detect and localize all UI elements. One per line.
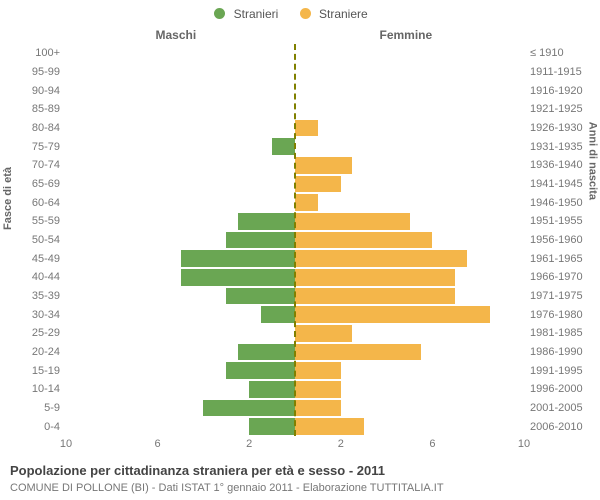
bar-female	[295, 232, 432, 249]
x-tick: 6	[429, 438, 435, 450]
y-axis-title-right: Anni di nascita	[586, 122, 598, 200]
birth-year-label: 1921-1925	[530, 103, 583, 115]
age-label: 100+	[35, 47, 60, 59]
age-label: 35-39	[32, 290, 60, 302]
bar-female	[295, 250, 467, 267]
bar-male	[203, 400, 295, 417]
bar-male	[261, 306, 295, 323]
bar-male	[272, 138, 295, 155]
age-label: 70-74	[32, 159, 60, 171]
age-label: 90-94	[32, 85, 60, 97]
age-label: 75-79	[32, 141, 60, 153]
birth-year-label: ≤ 1910	[530, 47, 564, 59]
bar-male	[181, 269, 296, 286]
age-label: 60-64	[32, 197, 60, 209]
legend-label-stranieri: Stranieri	[234, 7, 279, 21]
bar-female	[295, 381, 341, 398]
bar-female	[295, 288, 455, 305]
bar-female	[295, 269, 455, 286]
birth-year-label: 1911-1915	[530, 66, 582, 78]
bar-female	[295, 325, 352, 342]
legend-label-straniere: Straniere	[319, 7, 368, 21]
age-label: 0-4	[44, 421, 60, 433]
birth-year-label: 1971-1975	[530, 290, 583, 302]
birth-year-label: 1991-1995	[530, 365, 583, 377]
legend-swatch-straniere	[300, 8, 311, 19]
bar-female	[295, 362, 341, 379]
age-label: 15-19	[32, 365, 60, 377]
x-tick: 10	[60, 438, 72, 450]
birth-year-label: 1941-1945	[530, 178, 583, 190]
age-label: 10-14	[32, 383, 60, 395]
birth-year-label: 1926-1930	[530, 122, 583, 134]
bar-female	[295, 418, 364, 435]
chart-container: Stranieri Straniere Maschi Femmine Fasce…	[0, 0, 600, 500]
birth-year-label: 2006-2010	[530, 421, 583, 433]
birth-year-label: 1951-1955	[530, 215, 583, 227]
birth-year-label: 1976-1980	[530, 309, 583, 321]
x-tick: 10	[518, 438, 530, 450]
x-tick: 2	[246, 438, 252, 450]
age-label: 45-49	[32, 253, 60, 265]
column-title-femmine: Femmine	[380, 28, 433, 42]
bar-female	[295, 213, 410, 230]
age-label: 50-54	[32, 234, 60, 246]
caption-subtitle: COMUNE DI POLLONE (BI) - Dati ISTAT 1° g…	[10, 482, 444, 494]
bar-male	[238, 344, 295, 361]
birth-year-label: 2001-2005	[530, 402, 583, 414]
age-label: 40-44	[32, 271, 60, 283]
bar-male	[226, 232, 295, 249]
birth-year-label: 1936-1940	[530, 159, 583, 171]
birth-year-label: 1916-1920	[530, 85, 583, 97]
bar-female	[295, 120, 318, 137]
age-label: 25-29	[32, 327, 60, 339]
birth-year-label: 1996-2000	[530, 383, 583, 395]
bar-female	[295, 157, 352, 174]
age-label: 5-9	[44, 402, 60, 414]
age-label: 20-24	[32, 346, 60, 358]
bar-male	[181, 250, 296, 267]
y-axis-title-left: Fasce di età	[2, 167, 14, 230]
birth-year-label: 1931-1935	[530, 141, 583, 153]
age-label: 65-69	[32, 178, 60, 190]
bar-male	[249, 418, 295, 435]
bar-female	[295, 400, 341, 417]
x-tick: 2	[338, 438, 344, 450]
x-axis: 10622610	[66, 438, 524, 456]
birth-year-label: 1961-1965	[530, 253, 583, 265]
bar-female	[295, 194, 318, 211]
bar-male	[238, 213, 295, 230]
bar-female	[295, 306, 490, 323]
bar-female	[295, 176, 341, 193]
age-label: 30-34	[32, 309, 60, 321]
birth-year-label: 1966-1970	[530, 271, 583, 283]
bar-female	[295, 344, 421, 361]
x-tick: 6	[155, 438, 161, 450]
bar-male	[226, 288, 295, 305]
column-title-maschi: Maschi	[156, 28, 197, 42]
age-label: 85-89	[32, 103, 60, 115]
age-label: 80-84	[32, 122, 60, 134]
birth-year-label: 1956-1960	[530, 234, 583, 246]
caption-title: Popolazione per cittadinanza straniera p…	[10, 463, 385, 478]
age-label: 55-59	[32, 215, 60, 227]
legend-swatch-stranieri	[214, 8, 225, 19]
zero-axis-line	[294, 44, 296, 436]
legend: Stranieri Straniere	[0, 6, 600, 21]
bar-male	[249, 381, 295, 398]
birth-year-label: 1986-1990	[530, 346, 583, 358]
bar-male	[226, 362, 295, 379]
birth-year-label: 1981-1985	[530, 327, 583, 339]
birth-year-label: 1946-1950	[530, 197, 583, 209]
age-label: 95-99	[32, 66, 60, 78]
